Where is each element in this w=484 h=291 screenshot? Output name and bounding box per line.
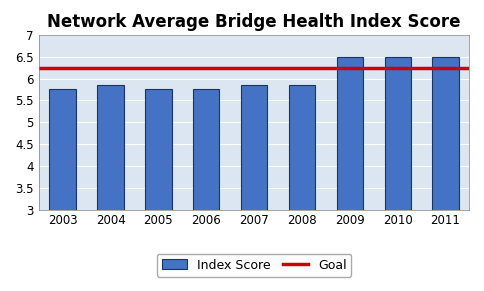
Bar xyxy=(193,90,219,291)
Bar xyxy=(49,90,76,291)
Bar xyxy=(289,85,315,291)
Bar xyxy=(97,85,124,291)
Bar xyxy=(145,90,171,291)
Bar xyxy=(337,57,363,291)
Bar xyxy=(432,57,459,291)
Title: Network Average Bridge Health Index Score: Network Average Bridge Health Index Scor… xyxy=(47,13,461,31)
Legend: Index Score, Goal: Index Score, Goal xyxy=(157,253,351,277)
Bar xyxy=(241,85,267,291)
Bar xyxy=(384,57,411,291)
